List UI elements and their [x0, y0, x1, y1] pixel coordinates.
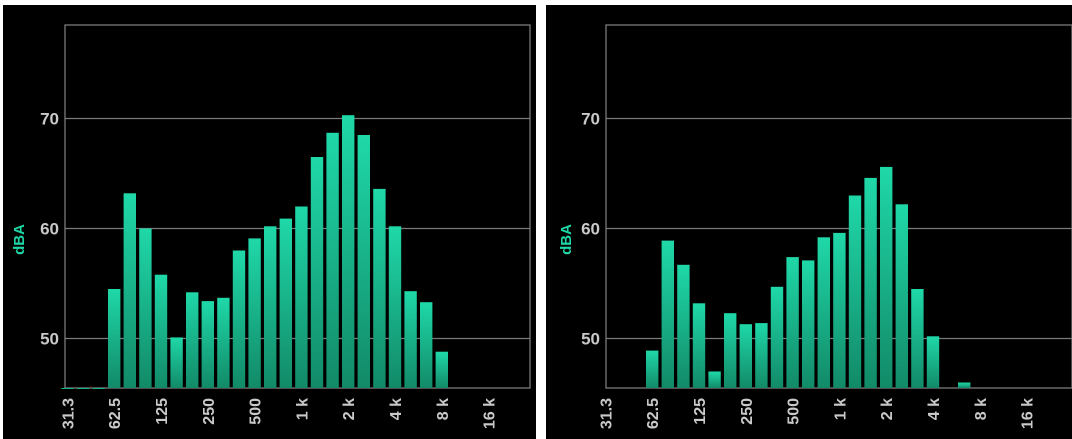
bar	[864, 177, 877, 388]
x-tick-label: 2 k	[879, 398, 896, 420]
bar	[692, 303, 706, 388]
bar	[911, 289, 924, 388]
bar	[646, 350, 659, 388]
x-tick-label: 31.3	[60, 398, 77, 429]
bar	[201, 301, 214, 388]
bar	[895, 204, 908, 388]
bar	[786, 257, 799, 388]
x-tick-label: 62.5	[107, 398, 124, 429]
y-tick-label: 50	[40, 330, 59, 349]
bar	[880, 166, 893, 388]
y-tick-label: 60	[40, 220, 59, 239]
bar	[848, 195, 862, 388]
y-axis-label: dBA	[558, 224, 575, 255]
spectrum-chart-left: 50 60 70 dBA 31.3 62.5 125 250 500 1 k 2 k 4 k 8 k 16…	[3, 5, 536, 439]
bar	[833, 232, 846, 388]
x-tick-label: 8 k	[435, 398, 452, 420]
bar	[170, 337, 183, 388]
x-tick-label: 250	[201, 398, 218, 425]
bar	[420, 302, 433, 388]
x-tick-label: 16 k	[482, 398, 499, 429]
bar	[264, 226, 277, 388]
bar	[186, 292, 199, 388]
bar	[435, 351, 448, 388]
bar	[326, 132, 339, 388]
bar	[232, 250, 246, 388]
bar	[108, 289, 121, 388]
y-tick-label: 70	[581, 110, 600, 129]
bar	[802, 260, 815, 388]
bar	[661, 240, 674, 388]
bar	[92, 388, 105, 389]
x-tick-label: 250	[739, 398, 756, 425]
x-tick-label: 62.5	[645, 398, 662, 429]
y-tick-label: 50	[581, 330, 600, 349]
bar	[357, 135, 370, 388]
bar	[373, 188, 386, 388]
spectrum-chart-right: 50 60 70 dBA 31.3 62.5 125 250 500 1 k 2 k 4 k 8 k 16…	[546, 5, 1072, 439]
bar	[708, 371, 721, 388]
y-tick-label: 60	[581, 220, 600, 239]
y-axis-label: dBA	[11, 224, 28, 255]
bar	[295, 206, 308, 388]
bar	[139, 228, 152, 388]
bar	[217, 297, 230, 388]
x-tick-label: 8 k	[973, 398, 990, 420]
x-tick-label: 4 k	[388, 398, 405, 420]
bar	[61, 388, 74, 389]
x-tick-label: 125	[154, 398, 171, 425]
x-tick-label: 31.3	[598, 398, 615, 429]
x-tick-label: 16 k	[1020, 398, 1037, 429]
x-tick-label: 500	[786, 398, 803, 425]
bar	[677, 264, 690, 388]
x-tick-label: 4 k	[926, 398, 943, 420]
bar	[817, 237, 830, 388]
x-tick-label: 1 k	[294, 398, 311, 420]
bar	[279, 218, 292, 388]
x-tick-label: 125	[692, 398, 709, 425]
bar	[404, 291, 417, 388]
bar	[123, 193, 136, 388]
x-tick-label: 2 k	[341, 398, 358, 420]
x-tick-label: 500	[248, 398, 265, 425]
bar	[770, 286, 784, 388]
bar	[154, 274, 168, 388]
spectrum-chart-right-svg: 50 60 70 dBA 31.3 62.5 125 250 500 1 k 2 k 4 k 8 k 16…	[558, 24, 1072, 429]
bar	[76, 388, 90, 389]
bar	[926, 336, 940, 388]
bar	[755, 323, 768, 388]
bar	[342, 115, 355, 388]
bar	[388, 226, 402, 388]
bar	[248, 238, 261, 388]
bar	[310, 157, 324, 388]
bar	[958, 382, 971, 388]
x-tick-label: 1 k	[832, 398, 849, 420]
y-tick-label: 70	[40, 110, 59, 129]
bar	[739, 324, 752, 388]
spectrum-chart-left-svg: 50 60 70 dBA 31.3 62.5 125 250 500 1 k 2 k 4 k 8 k 16…	[11, 24, 531, 429]
bar	[724, 313, 737, 388]
